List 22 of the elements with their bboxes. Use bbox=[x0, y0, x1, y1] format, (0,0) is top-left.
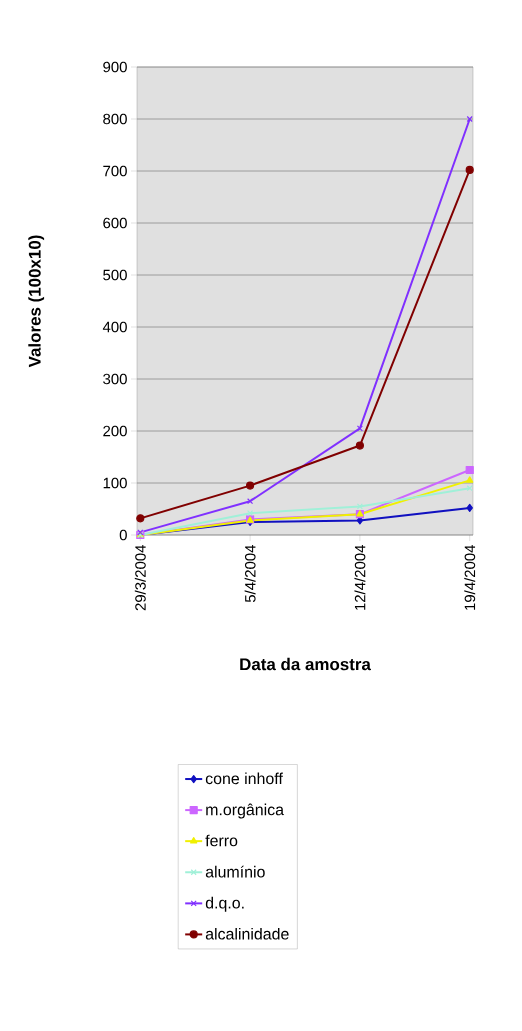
y-tick-label: 0 bbox=[119, 529, 127, 541]
y-tick-label: 900 bbox=[103, 61, 127, 73]
y-tick-label: 600 bbox=[103, 217, 127, 229]
y-tick-label: 500 bbox=[103, 269, 127, 281]
y-tick-label: 700 bbox=[103, 165, 127, 177]
x-tick-label: 19/4/2004 bbox=[464, 544, 476, 610]
y-tick-label: 400 bbox=[102, 321, 127, 333]
legend-label: cone inhoff bbox=[205, 772, 283, 785]
y-tick-label: 200 bbox=[103, 425, 127, 437]
y-tick-label: 300 bbox=[103, 373, 127, 385]
y-tick-label: 800 bbox=[103, 113, 127, 125]
legend-label: m.orgânica bbox=[206, 803, 285, 819]
x-tick-label: 12/4/2004 bbox=[354, 544, 366, 610]
legend-label: ferro bbox=[205, 834, 238, 847]
x-tick-label: 29/3/2004 bbox=[134, 544, 146, 611]
x-tick-label: 5/4/2004 bbox=[244, 544, 256, 603]
x-axis-title: Data da amostra bbox=[240, 657, 371, 671]
legend-label: alumínio bbox=[205, 865, 265, 878]
legend-label: d.q.o. bbox=[205, 896, 244, 912]
y-tick-label: 100 bbox=[103, 477, 127, 489]
legend-label: alcalinidade bbox=[205, 927, 289, 940]
y-axis-title: Valores (100x10) bbox=[28, 235, 45, 368]
